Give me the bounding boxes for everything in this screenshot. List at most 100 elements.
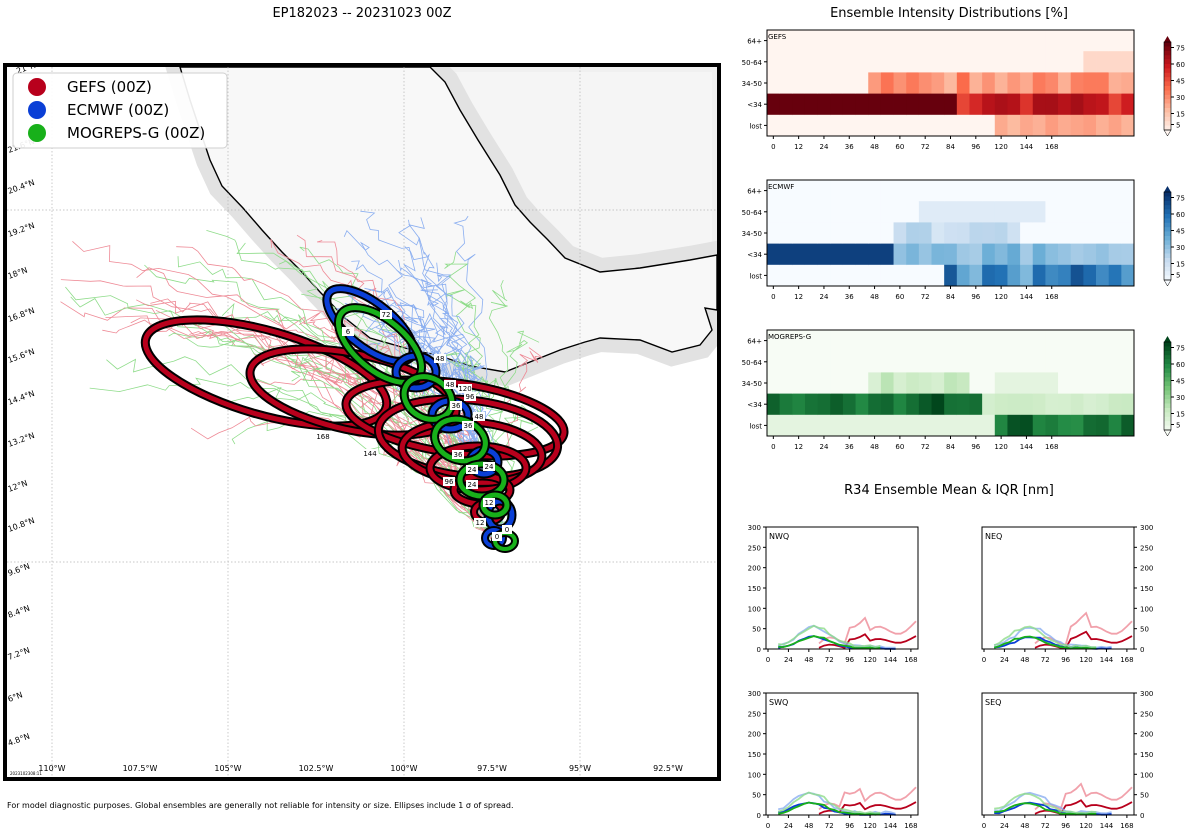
- svg-text:36: 36: [454, 451, 463, 459]
- heatmap-cell: [1045, 93, 1059, 116]
- heatmap-cell: [1058, 414, 1072, 437]
- x-tick-label: 120: [994, 443, 1007, 451]
- x-tick-label: 96: [845, 822, 854, 830]
- y-tick-label: 150: [748, 585, 761, 593]
- heatmap-cell: [1070, 51, 1084, 73]
- heatmap-cell: [804, 414, 819, 437]
- heatmap-cell: [956, 414, 970, 437]
- heatmap-cell: [767, 93, 781, 116]
- heatmap-cell: [855, 393, 869, 416]
- lead-label: 48: [444, 380, 456, 389]
- map-legend: GEFS (00Z) ECMWF (00Z) MOGREPS-G (00Z): [12, 72, 228, 149]
- colorbar-cell: [1164, 346, 1171, 352]
- heatmap-cell: [1121, 264, 1135, 287]
- y-tick-label: 100: [748, 771, 761, 779]
- heatmap-cell: [1121, 414, 1135, 437]
- heatmap-cell: [1007, 114, 1021, 137]
- heatmap-cell: [918, 243, 932, 266]
- heatmap-cell: [918, 351, 932, 373]
- heatmap-cell: [792, 114, 806, 137]
- heatmap-cell: [956, 72, 970, 94]
- heatmap-cell: [982, 393, 996, 416]
- heatmap-cell: [956, 264, 970, 287]
- x-tick-label: 0: [766, 822, 770, 830]
- heatmap-cell: [1020, 114, 1034, 137]
- heatmap-cell: [1058, 72, 1072, 94]
- heatmap-cell: [817, 264, 831, 287]
- heatmap-cell: [1032, 414, 1046, 437]
- x-tick-label: 96: [845, 656, 854, 664]
- colorbar-tick-label: 15: [1176, 111, 1185, 119]
- svg-text:72: 72: [382, 311, 391, 319]
- row-label: lost: [749, 272, 762, 280]
- x-tick-label: 12: [794, 293, 803, 301]
- heatmap-cell: [1045, 330, 1059, 352]
- heatmap-cell: [779, 72, 793, 94]
- heatmap-cell: [893, 264, 907, 287]
- heatmap-cell: [880, 114, 894, 137]
- heatmap-cell: [1096, 222, 1110, 244]
- lon-label: 110°W: [38, 764, 65, 773]
- heatmap-cell: [918, 414, 932, 437]
- x-tick-label: 24: [1000, 822, 1009, 830]
- heatmap-cell: [792, 201, 806, 223]
- x-tick-label: 84: [946, 143, 955, 151]
- colorbar-cell: [1164, 364, 1171, 369]
- colorbar-cell: [1164, 94, 1171, 100]
- heatmap-cell: [1083, 30, 1097, 52]
- y-tick-label: 300: [748, 524, 761, 532]
- heatmap-cell: [817, 180, 831, 202]
- heatmap-cell: [842, 330, 856, 352]
- heatmap-cell: [855, 372, 869, 394]
- heatmap-cell: [918, 201, 932, 223]
- colorbar-tick-label: 15: [1176, 411, 1185, 419]
- heatmap-cell: [792, 72, 806, 94]
- colorbar-cell: [1164, 42, 1171, 47]
- heatmap-cell: [1058, 114, 1072, 137]
- heatmap-cell: [1045, 51, 1059, 73]
- row-label: 34-50: [742, 380, 762, 388]
- row-label: 64+: [747, 38, 762, 46]
- colorbar-cell: [1164, 99, 1171, 104]
- colorbar-arrow: [1164, 336, 1171, 342]
- colorbar-cell: [1164, 192, 1171, 197]
- row-label: lost: [749, 422, 762, 430]
- colorbar-cell: [1164, 421, 1171, 426]
- heatmap-cell: [1058, 372, 1072, 394]
- heatmap-cell: [842, 351, 856, 373]
- heatmap-cell: [994, 351, 1008, 373]
- heatmap-ecmwf: ECMWF 64+ 50-64 34-50 <34 lost 0 12 24 36 48 60 72 84…: [742, 179, 1185, 301]
- heatmap-cell: [994, 114, 1008, 137]
- quadrant-label: NWQ: [769, 532, 789, 541]
- x-tick-label: 168: [1045, 293, 1058, 301]
- heatmap-cell: [767, 30, 781, 52]
- r34-frame: [765, 526, 919, 650]
- heatmap-cell: [1007, 372, 1021, 394]
- heatmap-cell: [868, 414, 882, 437]
- heatmap-cell: [1108, 30, 1122, 52]
- heatmap-cell: [1121, 351, 1135, 373]
- iqr-line: [1034, 611, 1133, 646]
- lon-label: 92.5°W: [653, 764, 683, 773]
- heatmap-cell: [1032, 180, 1046, 202]
- heatmap-cell: [804, 393, 819, 416]
- heatmap-cell: [1096, 393, 1110, 416]
- colorbar-cell: [1164, 350, 1171, 356]
- heatmap-cell: [1108, 264, 1122, 287]
- lead-label: 36: [452, 450, 464, 459]
- heatmap-cell: [1083, 372, 1097, 394]
- row-label: <34: [747, 101, 762, 109]
- heatmap-cell: [969, 51, 983, 73]
- member-track: [60, 279, 491, 534]
- heatmap-cell: [893, 222, 907, 244]
- x-tick-label: 48: [870, 143, 879, 151]
- colorbar-cell: [1164, 64, 1171, 69]
- x-tick-label: 48: [804, 822, 813, 830]
- heatmap-cell: [868, 93, 882, 116]
- heatmap-cell: [767, 180, 781, 202]
- lead-label: 168: [316, 432, 330, 441]
- x-tick-label: 0: [771, 443, 775, 451]
- y-tick-label: 300: [748, 690, 761, 698]
- colorbar-cell: [1164, 408, 1171, 413]
- heatmap-cell: [956, 351, 970, 373]
